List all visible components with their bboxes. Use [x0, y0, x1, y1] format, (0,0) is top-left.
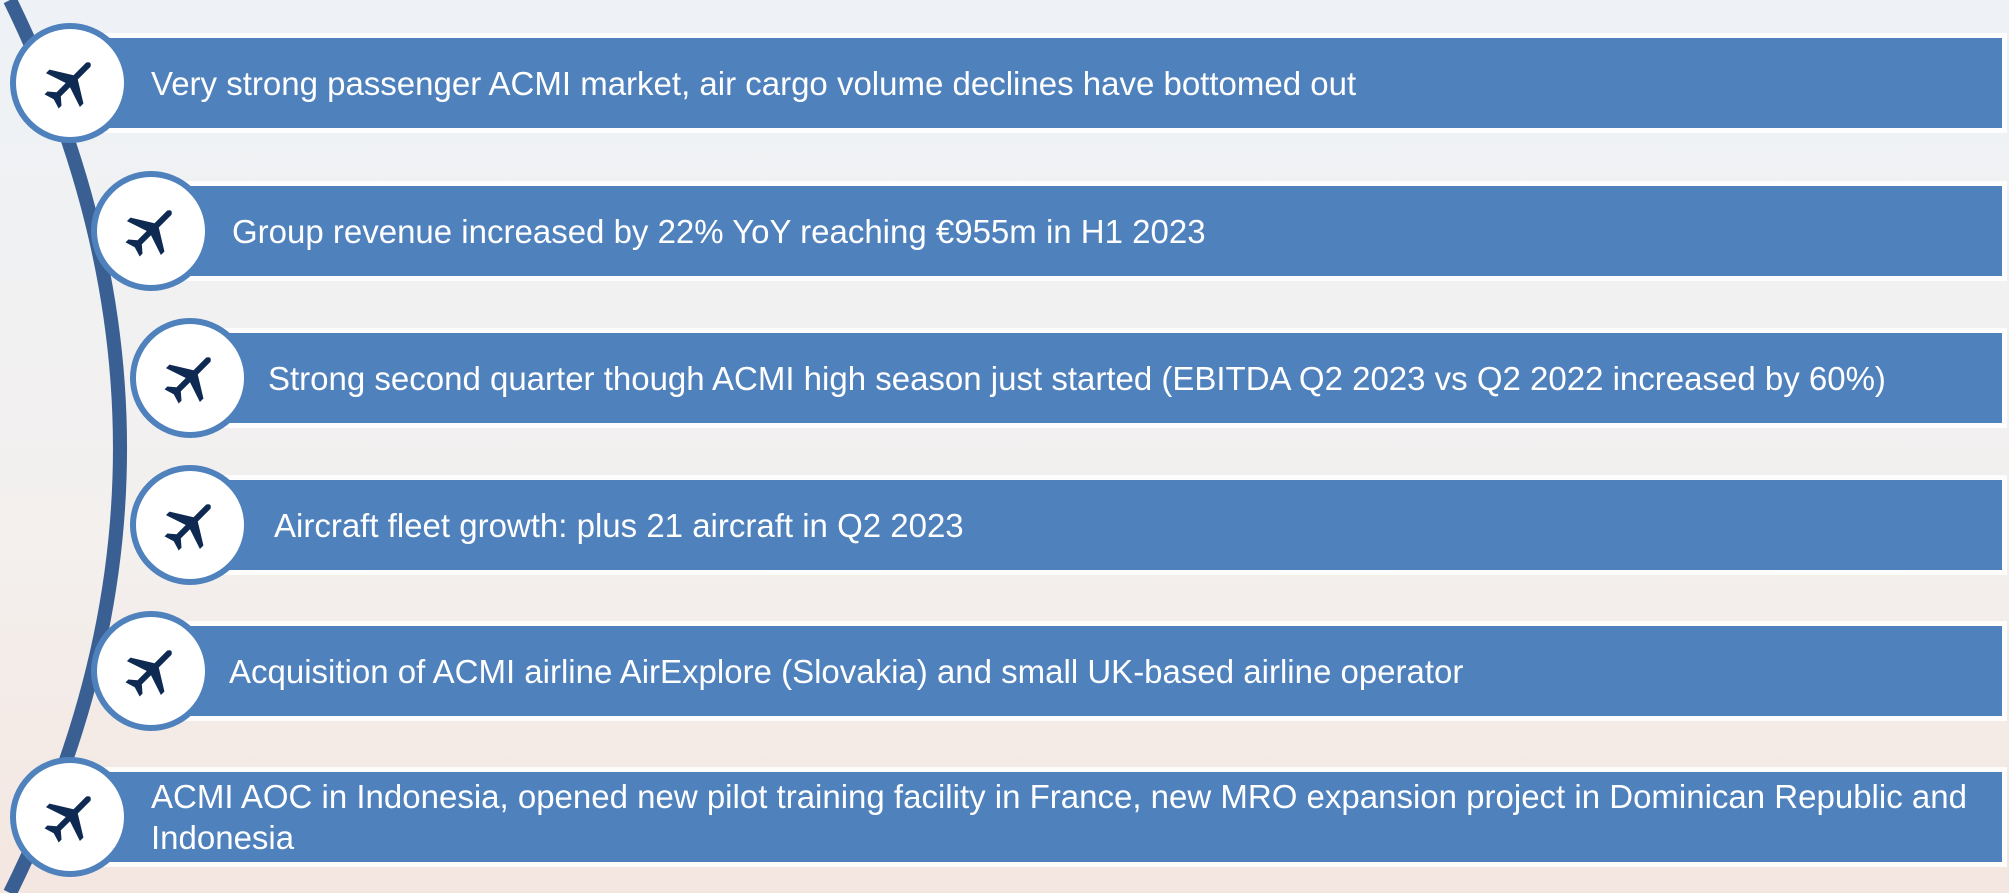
bullet-bar: Acquisition of ACMI airline AirExplore (… [151, 626, 2002, 716]
plane-icon [125, 650, 172, 697]
plane-shape [44, 62, 91, 109]
plane-icon [44, 62, 91, 109]
bullet-text: Very strong passenger ACMI market, air c… [151, 64, 1357, 102]
plane-shape [125, 210, 172, 257]
plane-shape [44, 796, 91, 843]
plane-icon [125, 210, 172, 257]
plane-icon [44, 796, 91, 843]
bullet-bar: Group revenue increased by 22% YoY reach… [151, 186, 2002, 276]
plane-shape [164, 357, 211, 404]
bullet-bar: ACMI AOC in Indonesia, opened new pilot … [70, 772, 2002, 862]
plane-icon [164, 504, 211, 551]
bullet-text: Group revenue increased by 22% YoY reach… [232, 212, 1206, 250]
bullet-text: Aircraft fleet growth: plus 21 aircraft … [274, 506, 964, 544]
plane-shape [164, 504, 211, 551]
bullet-text: Acquisition of ACMI airline AirExplore (… [229, 652, 1464, 690]
plane-shape [125, 650, 172, 697]
bullet-bar: Very strong passenger ACMI market, air c… [70, 38, 2002, 128]
bullet-bar: Aircraft fleet growth: plus 21 aircraft … [190, 480, 2002, 570]
bullet-text: ACMI AOC in Indonesia, opened new pilot … [151, 778, 1967, 856]
bullet-text: Strong second quarter though ACMI high s… [268, 359, 1886, 397]
bullet-bar: Strong second quarter though ACMI high s… [190, 333, 2002, 423]
plane-icon [164, 357, 211, 404]
